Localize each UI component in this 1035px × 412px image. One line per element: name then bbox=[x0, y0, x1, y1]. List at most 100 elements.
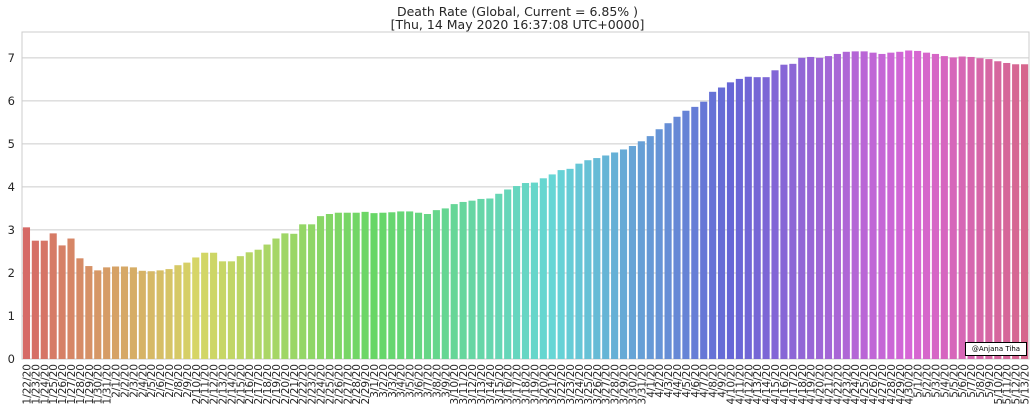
x-tick-label: 5/10/20 bbox=[993, 364, 1005, 404]
x-tick-label: 4/24/20 bbox=[850, 364, 862, 404]
bar bbox=[22, 227, 31, 359]
bar bbox=[379, 212, 387, 359]
bar bbox=[557, 170, 565, 359]
bar bbox=[521, 183, 530, 359]
bar bbox=[682, 110, 690, 359]
bar bbox=[361, 211, 369, 359]
x-tick-label: 5/7/20 bbox=[966, 364, 978, 398]
bar bbox=[664, 123, 672, 359]
bar bbox=[370, 213, 378, 359]
bar bbox=[388, 212, 396, 359]
x-tick-label: 4/19/20 bbox=[806, 364, 818, 404]
x-tick-label: 2/12/20 bbox=[209, 364, 221, 404]
x-tick-label: 4/12/20 bbox=[743, 364, 755, 404]
bar bbox=[985, 59, 993, 360]
bar bbox=[174, 265, 182, 359]
x-tick-label: 4/22/20 bbox=[832, 364, 844, 404]
x-tick-label: 2/16/20 bbox=[244, 364, 256, 404]
x-tick-label: 2/15/20 bbox=[235, 364, 247, 404]
x-tick-label: 3/4/20 bbox=[396, 364, 408, 398]
bar bbox=[851, 51, 859, 359]
bar bbox=[397, 211, 405, 359]
bar bbox=[218, 261, 227, 359]
bar bbox=[1003, 62, 1011, 360]
bar bbox=[548, 174, 556, 359]
bar bbox=[789, 63, 797, 359]
x-tick-label: 2/22/20 bbox=[298, 364, 310, 404]
x-tick-label: 3/3/20 bbox=[387, 364, 399, 398]
x-tick-label: 4/10/20 bbox=[725, 364, 737, 404]
bar bbox=[165, 269, 173, 359]
bar bbox=[432, 210, 440, 359]
bar bbox=[120, 266, 129, 359]
bar bbox=[655, 129, 663, 359]
x-tick-label: 3/30/20 bbox=[627, 364, 639, 404]
x-tick-label: 4/17/20 bbox=[788, 364, 800, 404]
x-tick-label: 4/9/20 bbox=[717, 364, 729, 398]
x-tick-label: 3/25/20 bbox=[583, 364, 595, 404]
bar bbox=[566, 168, 574, 359]
x-tick-label: 4/14/20 bbox=[761, 364, 773, 404]
x-tick-label: 3/19/20 bbox=[529, 364, 541, 404]
x-tick-label: 3/11/20 bbox=[458, 364, 470, 404]
bar bbox=[628, 146, 637, 359]
bar bbox=[735, 78, 743, 359]
x-tick-label: 1/29/20 bbox=[84, 364, 96, 404]
x-tick-label: 5/12/20 bbox=[1011, 364, 1023, 404]
x-tick-label: 2/7/20 bbox=[164, 364, 176, 398]
bar bbox=[138, 270, 146, 359]
x-tick-label: 4/1/20 bbox=[645, 364, 657, 398]
x-tick-label: 4/25/20 bbox=[859, 364, 871, 404]
x-tick-label: 2/21/20 bbox=[289, 364, 301, 404]
y-tick-label: 0 bbox=[8, 352, 15, 366]
x-tick-label: 4/27/20 bbox=[877, 364, 889, 404]
x-tick-label: 2/4/20 bbox=[137, 364, 149, 398]
bar bbox=[780, 64, 788, 359]
bar bbox=[192, 257, 200, 359]
bar bbox=[183, 262, 191, 359]
x-tick-label: 2/6/20 bbox=[155, 364, 167, 398]
bar bbox=[227, 261, 235, 359]
bar bbox=[842, 51, 850, 359]
bar bbox=[976, 58, 984, 359]
bar bbox=[922, 52, 931, 360]
bar bbox=[423, 214, 432, 359]
bar bbox=[308, 224, 316, 359]
watermark-label: @Anjana Tiha bbox=[965, 342, 1027, 356]
x-tick-label: 3/24/20 bbox=[574, 364, 586, 404]
bar bbox=[236, 256, 244, 359]
bar bbox=[156, 270, 164, 359]
bar bbox=[798, 57, 806, 359]
x-tick-label: 2/26/20 bbox=[333, 364, 345, 404]
bar bbox=[1020, 64, 1029, 359]
x-tick-label: 5/1/20 bbox=[913, 364, 925, 398]
x-tick-label: 3/29/20 bbox=[619, 364, 631, 404]
x-tick-label: 2/20/20 bbox=[280, 364, 292, 404]
bar bbox=[263, 244, 271, 359]
x-tick-label: 2/2/20 bbox=[119, 364, 131, 398]
x-tick-label: 1/30/20 bbox=[93, 364, 105, 404]
bar bbox=[717, 87, 726, 360]
x-tick-label: 2/19/20 bbox=[271, 364, 283, 404]
x-tick-label: 4/11/20 bbox=[734, 364, 746, 404]
bar bbox=[290, 233, 298, 359]
bar bbox=[646, 136, 654, 359]
bar bbox=[753, 77, 761, 359]
x-tick-label: 1/27/20 bbox=[66, 364, 78, 404]
x-tick-label: 4/13/20 bbox=[752, 364, 764, 404]
bar bbox=[771, 70, 779, 359]
y-tick-label: 6 bbox=[8, 94, 15, 108]
bar bbox=[67, 238, 75, 359]
x-tick-label: 5/9/20 bbox=[984, 364, 996, 398]
bar bbox=[816, 57, 824, 359]
bar bbox=[210, 252, 218, 359]
x-tick-label: 2/10/20 bbox=[191, 364, 203, 404]
x-tick-label: 2/18/20 bbox=[262, 364, 274, 404]
x-tick-label: 5/11/20 bbox=[1002, 364, 1014, 404]
bar bbox=[896, 51, 904, 359]
bar bbox=[700, 101, 708, 359]
bar bbox=[691, 106, 699, 360]
bar bbox=[530, 182, 538, 359]
bar bbox=[833, 53, 841, 359]
